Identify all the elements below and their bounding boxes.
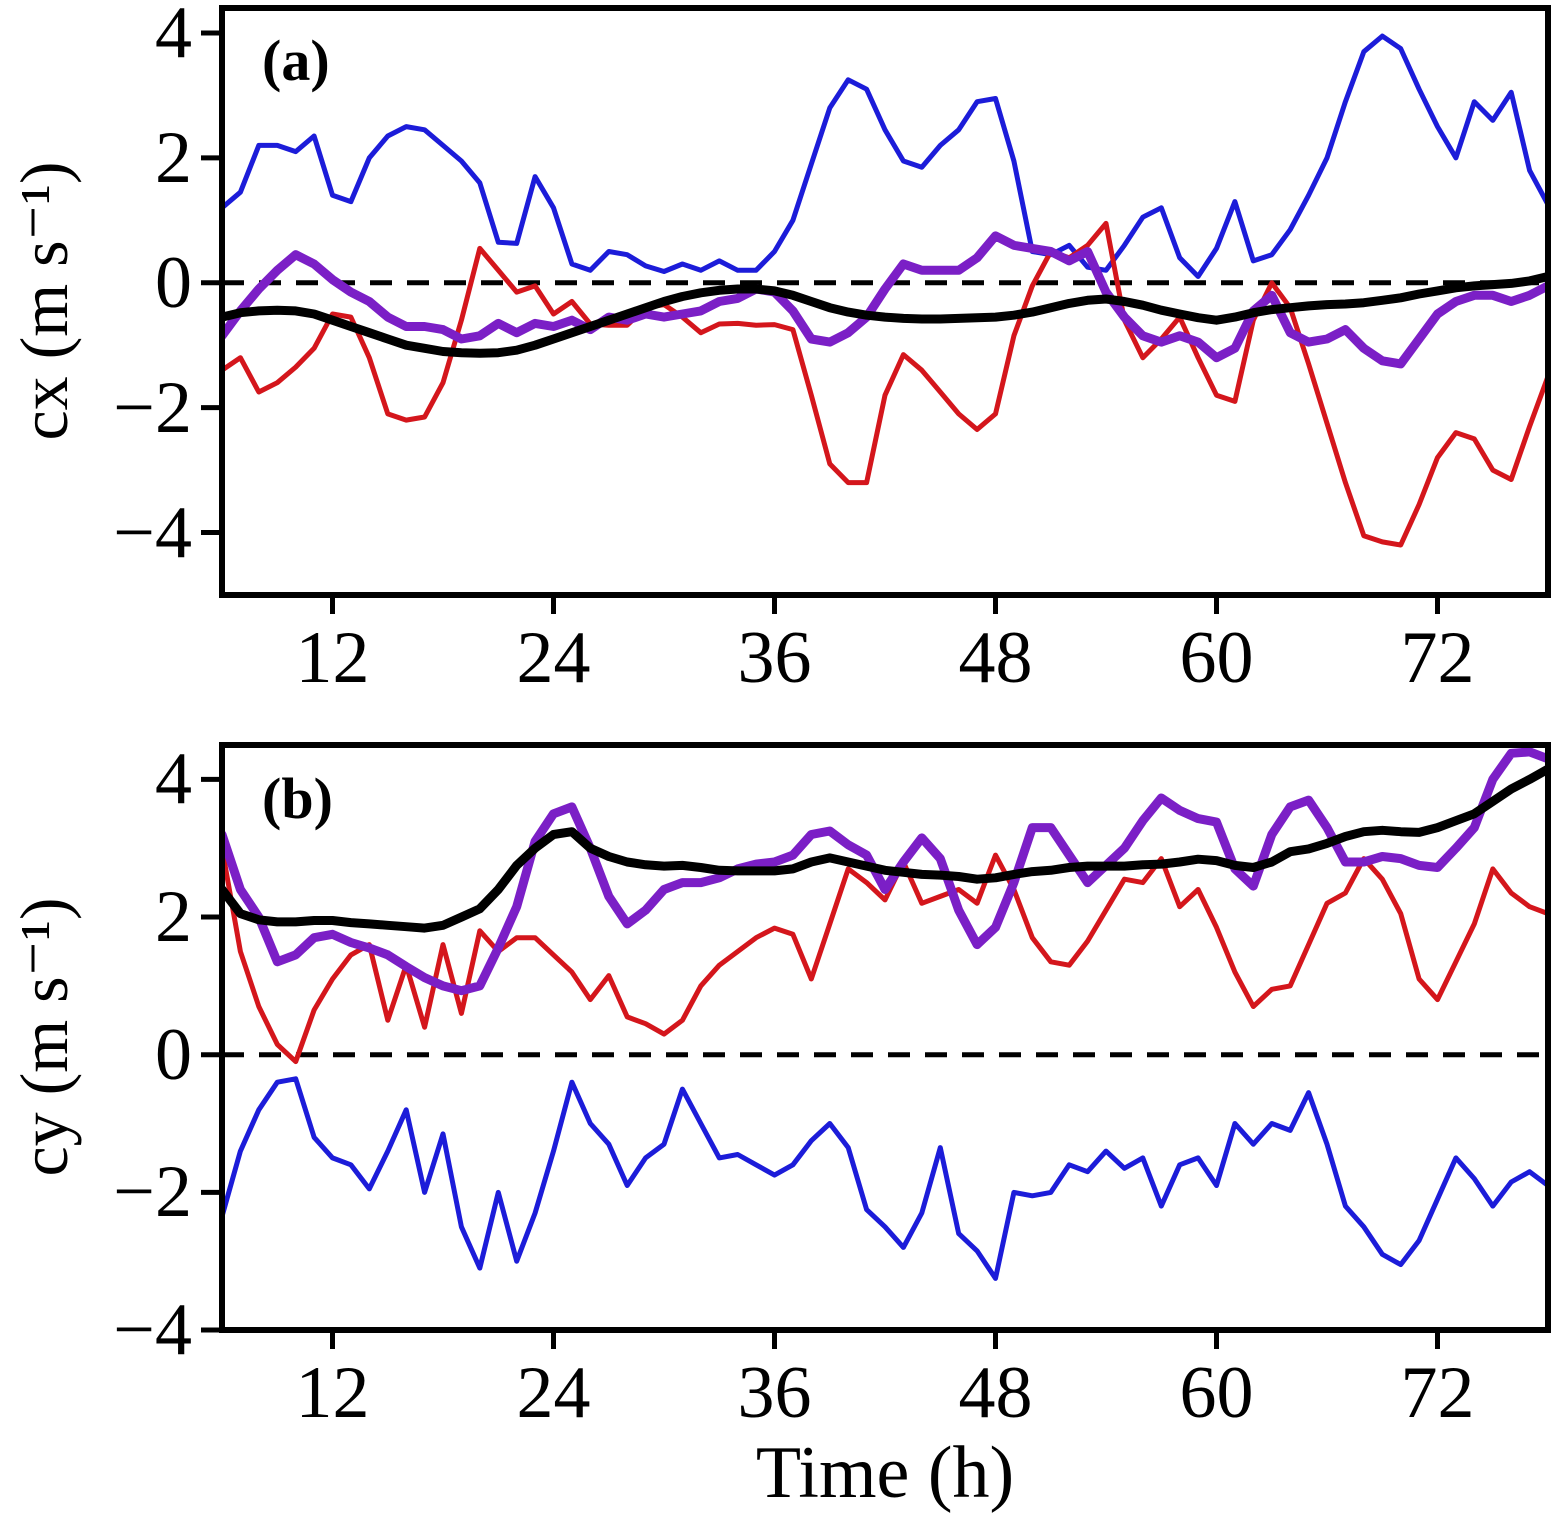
panel-b-xtick-label-72: 72 — [1400, 1352, 1475, 1434]
panel-b-ytick-label-−2: −2 — [113, 1151, 192, 1234]
panel-b-xtick-label-24: 24 — [516, 1352, 591, 1434]
panel-b-xtick-label-60: 60 — [1179, 1352, 1254, 1434]
panel-a-xtick-label-72: 72 — [1400, 617, 1475, 699]
panel-b-letter: (b) — [262, 766, 333, 831]
panel-b-frame — [219, 742, 1551, 1333]
panel-a-ytick-label-−4: −4 — [113, 491, 192, 574]
panel-a-ylabel: cx (m s⁻¹) — [6, 161, 82, 441]
panel-b-ytick-label-2: 2 — [155, 876, 192, 959]
panel-a-ytick-label-−2: −2 — [113, 366, 192, 449]
panel-a-canvas — [201, 5, 1551, 614]
panel-a-xtick-label-36: 36 — [737, 617, 812, 699]
panel-a-frame — [219, 5, 1551, 598]
panel-b-ytick-label-0: 0 — [155, 1013, 192, 1096]
panel-a-plot — [201, 5, 1551, 614]
panel-a-series-black-mean — [219, 272, 1551, 358]
panel-a-letter: (a) — [262, 28, 330, 93]
panel-a-series-red — [219, 220, 1551, 548]
panel-b-series-blue — [219, 1076, 1551, 1281]
panel-a-series-purple — [219, 231, 1551, 369]
panel-a-xtick-label-48: 48 — [958, 617, 1033, 699]
panel-a-xtick-label-12: 12 — [295, 617, 370, 699]
panel-b-series-black-mean — [219, 764, 1551, 933]
panel-a-series-blue — [219, 33, 1551, 279]
panel-a-ytick-label-4: 4 — [155, 0, 192, 74]
panel-b-series-purple — [219, 747, 1551, 996]
panel-a-ytick-label-2: 2 — [155, 116, 192, 199]
panel-a-xtick-label-60: 60 — [1179, 617, 1254, 699]
panel-b-series-red — [219, 845, 1551, 1065]
panel-b-xtick-label-12: 12 — [295, 1352, 370, 1434]
panel-b-canvas — [201, 742, 1551, 1349]
panel-b-ytick-label-4: 4 — [155, 738, 192, 821]
panel-b-xtick-label-48: 48 — [958, 1352, 1033, 1434]
panel-a-xtick-label-24: 24 — [516, 617, 591, 699]
panel-b-xtick-label-36: 36 — [737, 1352, 812, 1434]
panel-b-ytick-label-−4: −4 — [113, 1289, 192, 1371]
panel-b-ylabel: cy (m s⁻¹) — [6, 897, 82, 1177]
panel-a-ytick-label-0: 0 — [155, 241, 192, 324]
x-axis-title: Time (h) — [755, 1432, 1015, 1514]
panel-b-plot — [201, 742, 1551, 1349]
